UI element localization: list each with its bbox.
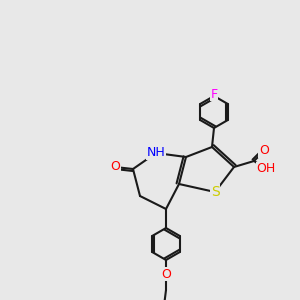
Text: NH: NH [147, 146, 165, 160]
Text: OH: OH [256, 163, 276, 176]
Text: F: F [210, 88, 218, 100]
Text: O: O [110, 160, 120, 173]
Text: O: O [259, 145, 269, 158]
Text: S: S [211, 185, 219, 199]
Text: O: O [161, 268, 171, 281]
